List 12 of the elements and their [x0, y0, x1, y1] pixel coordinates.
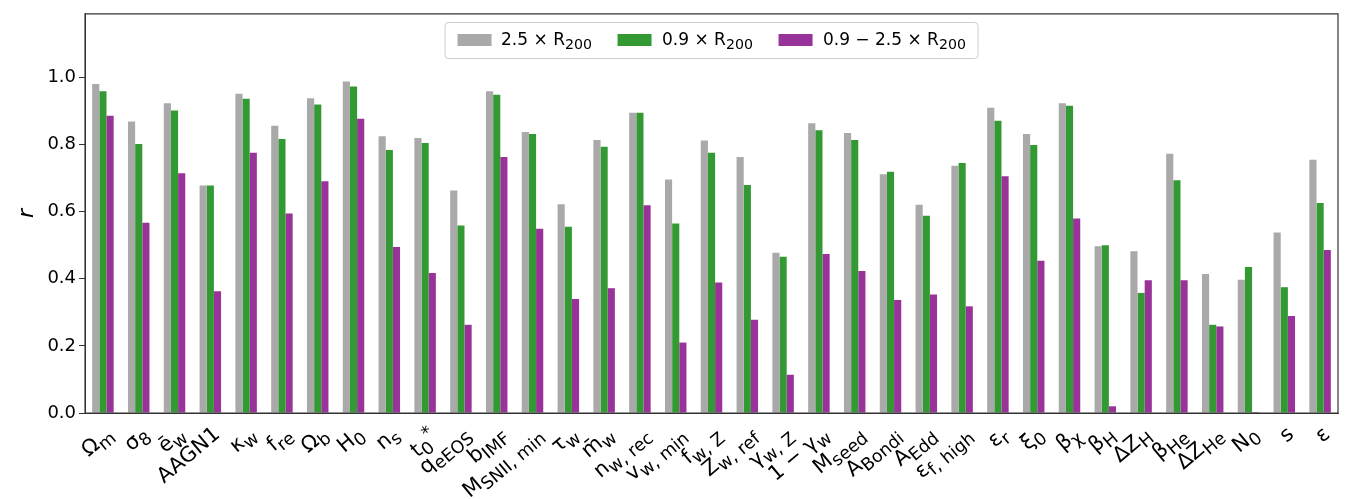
y-tick-label: 0.8 — [47, 132, 77, 154]
legend-label: 0.9 − 2.5 × R$_{200}$ — [822, 28, 966, 53]
y-tick-label: 0.0 — [47, 400, 77, 422]
legend-label: 0.9 × R$_{200}$ — [661, 28, 753, 53]
y-tick-label: 0.4 — [47, 266, 77, 288]
y-axis-title: r — [12, 206, 38, 218]
x-tick-label: s — [1274, 421, 1299, 447]
x-tick-label: ε — [1310, 421, 1335, 448]
y-tick-label: 0.6 — [47, 199, 77, 221]
y-tick-label: 0.2 — [47, 333, 77, 355]
y-tick-label: 1.0 — [47, 65, 77, 87]
legend-label: 2.5 × R$_{200}$ — [501, 28, 592, 53]
